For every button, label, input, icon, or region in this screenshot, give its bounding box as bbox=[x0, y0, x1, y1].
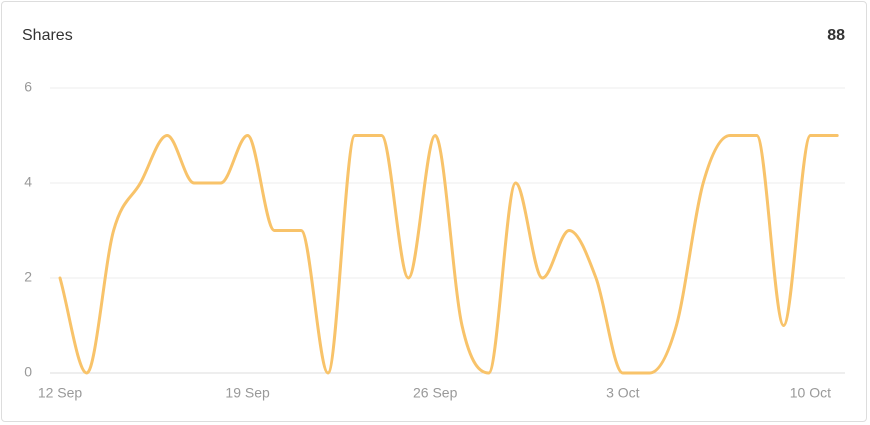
x-tick-label: 10 Oct bbox=[790, 385, 831, 401]
total: 88 bbox=[827, 27, 845, 44]
x-tick-label: 12 Sep bbox=[38, 385, 83, 401]
y-tick-label: 6 bbox=[24, 79, 32, 95]
y-tick-label: 0 bbox=[24, 364, 32, 380]
line bbox=[58, 133, 839, 375]
x-tick-label: 19 Sep bbox=[225, 385, 270, 401]
y-tick-label: 2 bbox=[24, 269, 32, 285]
x-tick-label: 26 Sep bbox=[413, 385, 458, 401]
x-tick-label: 3 Oct bbox=[606, 385, 640, 401]
chart-title: Shares bbox=[22, 27, 73, 44]
y-tick-label: 4 bbox=[24, 174, 32, 190]
